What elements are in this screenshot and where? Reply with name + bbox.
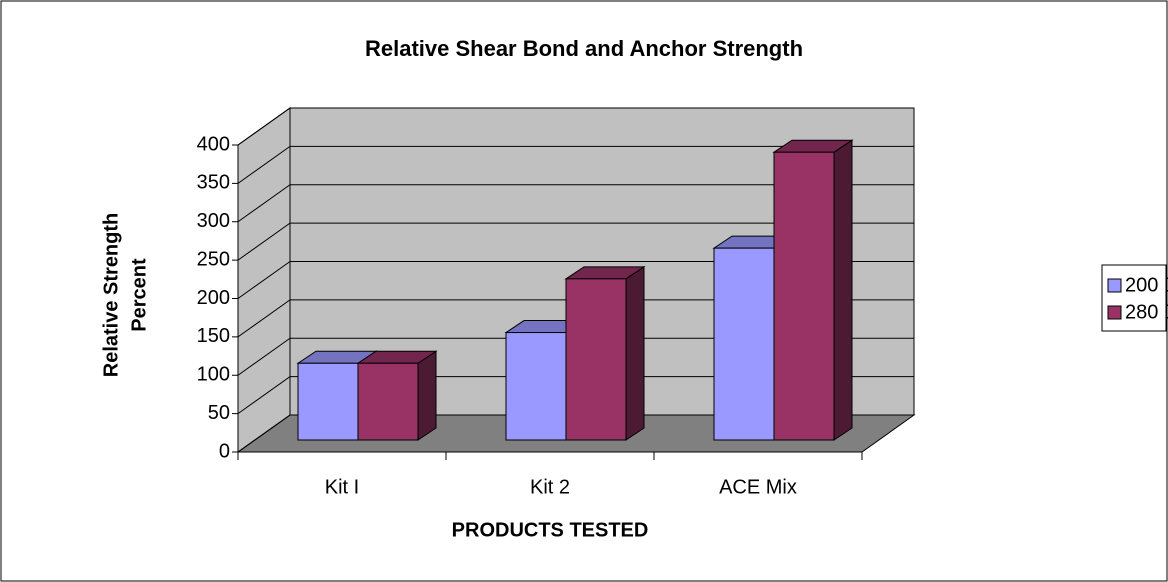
bar (564, 265, 646, 441)
y-tick-label: 300 (197, 210, 230, 232)
grid-line (237, 414, 291, 453)
y-tick-label: 100 (197, 364, 230, 386)
grid-line (237, 184, 291, 223)
y-tick-label: 400 (197, 133, 230, 155)
legend-swatch (1107, 278, 1122, 293)
legend-box (1101, 264, 1167, 332)
bar-front (773, 151, 835, 441)
grid-line (237, 107, 291, 146)
y-axis-title-line: Percent (128, 258, 150, 332)
chart-title: Relative Shear Bond and Anchor Strength (365, 36, 803, 61)
bar (772, 139, 854, 441)
bar (356, 350, 438, 441)
y-tick-label: 200 (197, 287, 230, 309)
bar (712, 235, 794, 441)
y-tick-label: 350 (197, 172, 230, 194)
bar-front (713, 247, 775, 441)
grid-line (237, 376, 291, 415)
bar-side (417, 350, 437, 441)
x-tick-label: ACE Mix (719, 476, 797, 498)
y-axis-title: Relative Strength Percent (100, 213, 150, 377)
legend-swatch (1107, 305, 1122, 320)
legend-label: 200 Deg F (1125, 274, 1168, 296)
y-tick-label: 250 (197, 248, 230, 270)
y-tick-label: 150 (197, 325, 230, 347)
legend-label: 280 Deg F (1125, 301, 1168, 323)
grid-line (237, 261, 291, 299)
bar-side (833, 139, 853, 441)
bar-front (505, 332, 567, 441)
x-tick-label: Kit I (325, 476, 359, 498)
x-axis-title: PRODUCTS TESTED (452, 519, 649, 541)
x-tick-label: Kit 2 (530, 476, 570, 498)
grid-line (237, 299, 291, 338)
bar-front (297, 362, 359, 441)
grid-line (237, 337, 291, 376)
y-tick-label: 0 (219, 440, 230, 462)
bar-side (625, 265, 645, 441)
bar-front (565, 278, 627, 441)
bar-front (357, 362, 419, 441)
grid-line (237, 222, 291, 261)
grid-line (237, 145, 291, 184)
y-axis-title-line: Relative Strength (100, 213, 122, 377)
y-tick-label: 50 (208, 402, 230, 424)
